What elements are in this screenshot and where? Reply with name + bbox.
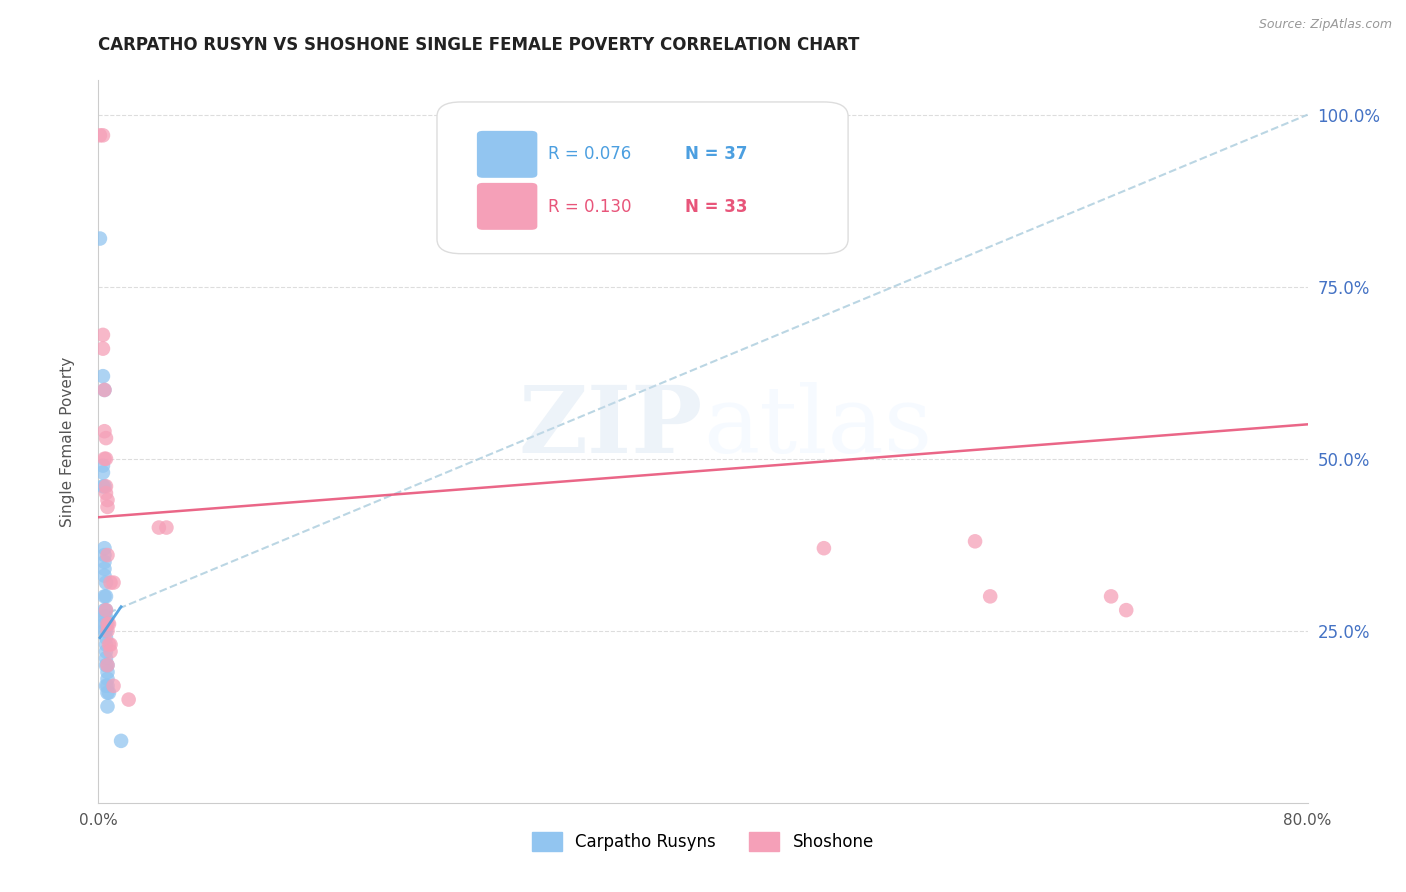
Point: [155, 520, 177, 534]
Point: [98, 638, 121, 652]
Point: [94, 624, 117, 638]
Point: [94, 610, 117, 624]
Point: [93, 568, 115, 582]
Point: [94, 451, 117, 466]
Point: [94, 603, 117, 617]
Text: atlas: atlas: [703, 382, 932, 472]
Point: [98, 686, 121, 700]
Point: [93, 451, 115, 466]
FancyBboxPatch shape: [437, 102, 848, 253]
Point: [118, 692, 141, 706]
Point: [94, 638, 117, 652]
Point: [93, 383, 115, 397]
Point: [91, 458, 114, 473]
Point: [93, 555, 115, 569]
Point: [93, 562, 115, 576]
Point: [96, 679, 118, 693]
Point: [94, 644, 117, 658]
Point: [1115, 603, 1137, 617]
Point: [96, 624, 118, 638]
Text: CARPATHO RUSYN VS SHOSHONE SINGLE FEMALE POVERTY CORRELATION CHART: CARPATHO RUSYN VS SHOSHONE SINGLE FEMALE…: [98, 36, 860, 54]
Point: [813, 541, 835, 556]
Text: R = 0.076: R = 0.076: [548, 145, 631, 163]
Point: [96, 658, 118, 673]
Point: [93, 590, 115, 604]
Point: [93, 424, 115, 438]
Y-axis label: Single Female Poverty: Single Female Poverty: [60, 357, 75, 526]
Point: [94, 486, 117, 500]
Point: [94, 431, 117, 445]
Point: [94, 575, 117, 590]
Point: [91, 327, 114, 342]
Point: [94, 651, 117, 665]
Point: [103, 575, 125, 590]
Point: [965, 534, 987, 549]
FancyBboxPatch shape: [477, 183, 537, 230]
Point: [98, 616, 121, 631]
Point: [94, 631, 117, 645]
Point: [96, 500, 118, 514]
Point: [94, 479, 117, 493]
Point: [94, 679, 117, 693]
Point: [100, 644, 122, 658]
Point: [91, 466, 114, 480]
Point: [100, 575, 122, 590]
Text: ZIP: ZIP: [519, 382, 703, 472]
Point: [89, 128, 111, 143]
Point: [91, 479, 114, 493]
Point: [1099, 590, 1122, 604]
Point: [93, 548, 115, 562]
Point: [96, 616, 118, 631]
Point: [96, 493, 118, 508]
Point: [93, 603, 115, 617]
Point: [96, 672, 118, 686]
Point: [93, 616, 115, 631]
Text: Source: ZipAtlas.com: Source: ZipAtlas.com: [1258, 18, 1392, 31]
Point: [93, 383, 115, 397]
Point: [94, 590, 117, 604]
Point: [91, 128, 114, 143]
Point: [96, 699, 118, 714]
Legend: Carpatho Rusyns, Shoshone: Carpatho Rusyns, Shoshone: [523, 823, 883, 860]
Point: [110, 734, 132, 748]
Point: [89, 231, 111, 245]
Text: R = 0.130: R = 0.130: [548, 198, 631, 216]
Text: N = 37: N = 37: [685, 145, 748, 163]
Point: [148, 520, 170, 534]
Point: [96, 548, 118, 562]
FancyBboxPatch shape: [477, 131, 537, 178]
Point: [93, 610, 115, 624]
Point: [93, 541, 115, 556]
Point: [100, 638, 122, 652]
Point: [93, 479, 115, 493]
Point: [94, 616, 117, 631]
Point: [94, 658, 117, 673]
Point: [96, 665, 118, 679]
Point: [979, 590, 1001, 604]
Text: N = 33: N = 33: [685, 198, 748, 216]
Point: [94, 603, 117, 617]
Point: [91, 342, 114, 356]
Point: [91, 369, 114, 384]
Point: [96, 686, 118, 700]
Point: [103, 679, 125, 693]
Point: [93, 624, 115, 638]
Point: [96, 658, 118, 673]
